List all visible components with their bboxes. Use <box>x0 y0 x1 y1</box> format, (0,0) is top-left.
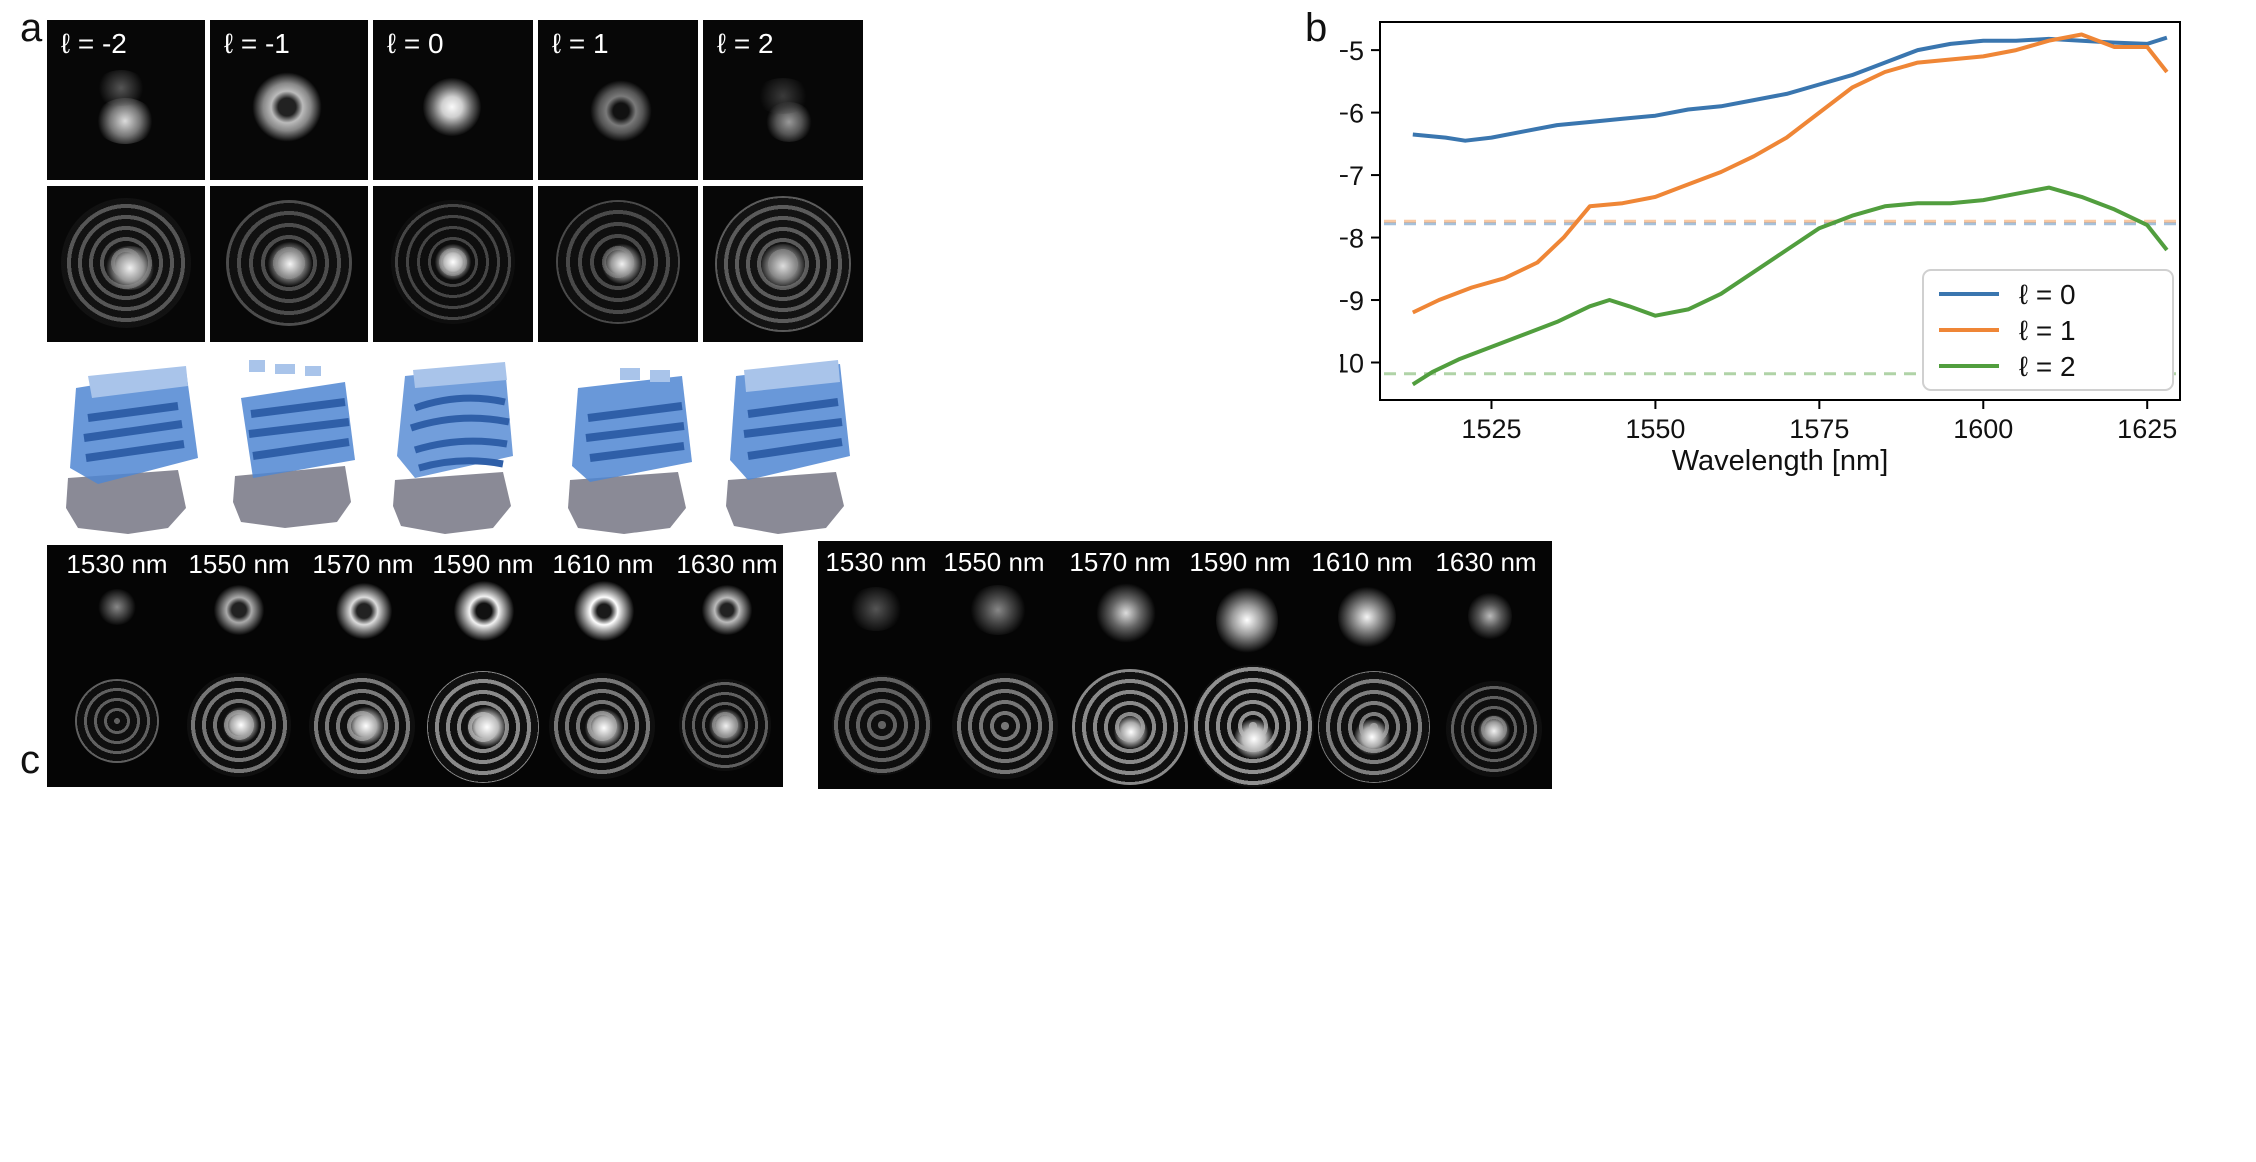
device-render-l-2 <box>726 360 850 534</box>
panel-a-letter: a <box>20 6 43 50</box>
device-render-l-0 <box>393 362 513 534</box>
y-tick-label: −9 <box>1340 286 1364 316</box>
mode-label: ℓ = 0 <box>387 28 444 59</box>
device-render-l-minus-2 <box>66 366 198 534</box>
series-line <box>1411 32 2169 315</box>
wavelength-label: 1590 nm <box>1189 547 1291 577</box>
legend-box <box>1922 269 2174 391</box>
mode-image-l-minus-2: ℓ = -2 <box>47 20 205 180</box>
series-line <box>1412 35 2168 143</box>
device-render-l-1 <box>568 368 692 534</box>
mode-image-l-minus-1: ℓ = -1 <box>210 20 368 180</box>
series-line <box>1411 185 2169 387</box>
device-render-l-minus-1 <box>233 360 355 528</box>
wavelength-label: 1530 nm <box>825 547 927 577</box>
x-tick-label: 1575 <box>1789 414 1849 444</box>
mode-label: ℓ = -1 <box>224 28 290 59</box>
plot-frame <box>1379 21 2181 401</box>
x-axis-label: Wavelength [nm] <box>1672 445 1889 477</box>
wavelength-label: 1570 nm <box>312 549 414 579</box>
spiral-image-l-2 <box>703 186 863 342</box>
y-tick-label: −8 <box>1340 224 1364 254</box>
chart-series <box>1411 32 2169 387</box>
wavelength-label: 1590 nm <box>432 549 534 579</box>
wavelength-label: 1610 nm <box>1311 547 1413 577</box>
mode-image-l-1: ℓ = 1 <box>538 20 698 180</box>
wavelength-strip-right: 1530 nm 1550 nm 1570 nm 1590 nm 1610 nm … <box>818 541 1552 789</box>
efficiency-chart: 1525 1550 1575 1600 1625 −5 −6 −7 −8 −9 −10 Wavelen… <box>1340 21 2181 477</box>
y-tick-label: −10 <box>1340 349 1364 379</box>
wavelength-label: 1570 nm <box>1069 547 1171 577</box>
spiral-image-l-minus-1 <box>210 186 368 342</box>
mode-label: ℓ = -2 <box>61 28 127 59</box>
legend-label: ℓ = 0 <box>2019 279 2076 310</box>
panel-c-letter: c <box>20 738 40 782</box>
wavelength-label: 1530 nm <box>66 549 168 579</box>
y-tick-label: −5 <box>1340 36 1364 66</box>
x-tick-label: 1550 <box>1625 414 1685 444</box>
wavelength-label: 1630 nm <box>1435 547 1537 577</box>
spiral-image-l-minus-2 <box>47 186 205 342</box>
mode-image-l-2: ℓ = 2 <box>703 20 863 180</box>
wavelength-label: 1630 nm <box>676 549 778 579</box>
y-tick-label: −7 <box>1340 161 1364 191</box>
mode-label: ℓ = 1 <box>552 28 609 59</box>
wavelength-label: 1550 nm <box>188 549 290 579</box>
spiral-image-l-0 <box>373 186 533 342</box>
chart-legend: ℓ = 0 ℓ = 1 ℓ = 2 <box>1922 269 2174 391</box>
mode-label: ℓ = 2 <box>717 28 774 59</box>
spiral-image-l-1 <box>538 186 698 342</box>
panel-b-letter: b <box>1305 6 1328 50</box>
x-tick-label: 1525 <box>1461 414 1521 444</box>
wavelength-label: 1610 nm <box>552 549 654 579</box>
x-tick-label: 1600 <box>1953 414 2013 444</box>
wavelength-strip-left: 1530 nm 1550 nm 1570 nm 1590 nm 1610 nm … <box>47 545 783 787</box>
mode-image-l-0: ℓ = 0 <box>373 20 533 180</box>
legend-label: ℓ = 2 <box>2019 351 2076 382</box>
y-tick-label: −6 <box>1340 99 1364 129</box>
wavelength-label: 1550 nm <box>943 547 1045 577</box>
legend-label: ℓ = 1 <box>2019 315 2076 346</box>
x-tick-label: 1625 <box>2117 414 2177 444</box>
chart-axes: 1525 1550 1575 1600 1625 −5 −6 −7 −8 −9 −10 Wavelen… <box>1340 21 2181 477</box>
